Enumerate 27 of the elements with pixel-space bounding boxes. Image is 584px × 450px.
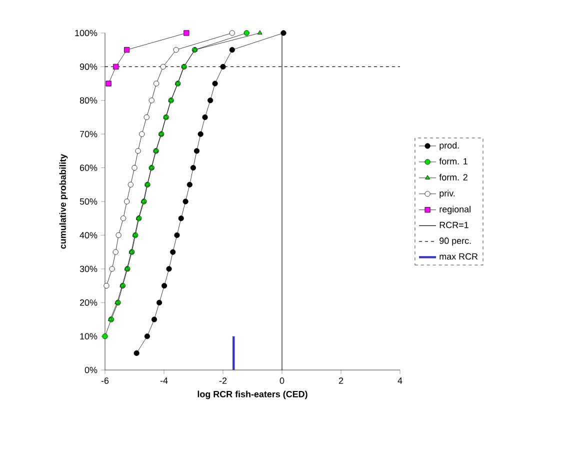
- x-tick-label: -6: [101, 378, 109, 384]
- legend-label: max RCR: [440, 253, 478, 260]
- y-tick-label: 90%: [80, 64, 98, 70]
- y-tick-label: 0%: [84, 366, 98, 374]
- legend-label: RCR=1: [440, 222, 468, 228]
- y-tick-label: 70%: [80, 130, 98, 138]
- x-tick-label: 4: [398, 378, 402, 384]
- y-tick-label: 10%: [80, 333, 98, 340]
- legend-label: priv.: [440, 190, 455, 198]
- y-tick-label: 30%: [80, 266, 98, 272]
- legend-label: regional: [440, 206, 470, 214]
- x-axis-title: log RCR fish-eaters (CED): [198, 390, 308, 400]
- y-axis-title: cumulative probability: [59, 154, 68, 249]
- y-tick-label: 50%: [80, 198, 98, 205]
- legend-label: form. 2: [439, 174, 468, 180]
- x-tick-label: 2: [338, 378, 344, 384]
- x-tick-label: 0: [280, 378, 284, 384]
- legend-label: prod.: [440, 142, 459, 150]
- legend-label: 90 perc.: [440, 238, 471, 246]
- y-tick-label: 60%: [80, 164, 98, 171]
- y-tick-label: 40%: [80, 232, 98, 238]
- y-tick-label: 100%: [75, 30, 98, 36]
- x-tick-label: -2: [219, 378, 227, 384]
- legend-label: form. 1: [439, 158, 468, 165]
- y-tick-label: 20%: [80, 299, 98, 306]
- x-tick-label: -4: [160, 378, 168, 384]
- y-tick-label: 80%: [80, 97, 98, 104]
